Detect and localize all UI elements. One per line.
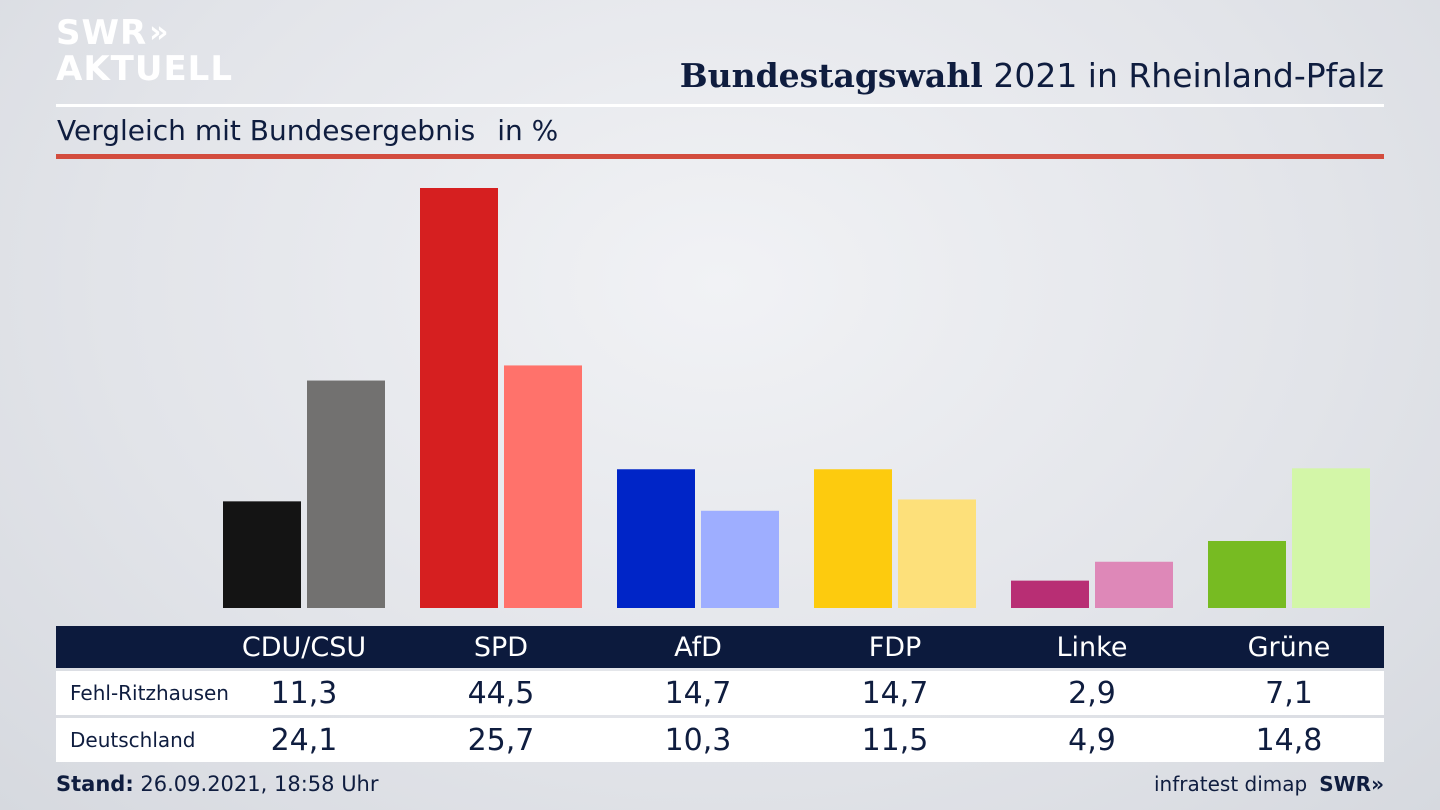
- logo-arrows-icon: »: [149, 15, 169, 50]
- stand-label: Stand:: [56, 772, 134, 796]
- results-table: CDU/CSU SPD AfD FDP Linke Grüne Fehl-Ritzhaus…: [56, 626, 1384, 762]
- page-title: Bundestagswahl 2021 in Rheinland-Pfalz: [680, 56, 1384, 95]
- bar-grüne-local: [1208, 540, 1286, 608]
- table-row: Deutschland 24,1 25,7 10,3 11,5 4,9 14,8: [56, 718, 1384, 762]
- value-cell: 7,1: [1265, 675, 1313, 711]
- swr-aktuell-logo: SWR» AKTUELL: [56, 16, 233, 86]
- source-text: infratest dimap: [1154, 772, 1308, 796]
- bar-linke-national: [1095, 561, 1173, 608]
- value-cell: 11,5: [861, 722, 929, 758]
- bar-chart: [223, 188, 1370, 608]
- value-cell: 2,9: [1068, 675, 1116, 711]
- bar-grüne-national: [1292, 468, 1370, 608]
- table-row: Fehl-Ritzhausen 11,3 44,5 14,7 14,7 2,9 7,1: [56, 671, 1384, 715]
- value-cell: 4,9: [1068, 722, 1116, 758]
- value-cell: 44,5: [467, 675, 535, 711]
- subtitle-unit: in %: [497, 114, 559, 147]
- party-label: AfD: [674, 631, 722, 663]
- bar-spd-national: [504, 365, 582, 608]
- value-cell: 14,7: [861, 675, 929, 711]
- value-cell: 14,8: [1255, 722, 1323, 758]
- table-header-row: CDU/CSU SPD AfD FDP Linke Grüne: [56, 626, 1384, 668]
- party-label: Linke: [1056, 631, 1128, 663]
- party-label: Grüne: [1247, 631, 1331, 663]
- party-label: FDP: [868, 631, 922, 663]
- bar-afd-local: [617, 469, 695, 608]
- swr-logo-small: SWR»: [1319, 772, 1384, 796]
- subtitle-divider: [56, 154, 1384, 159]
- party-label: CDU/CSU: [241, 631, 367, 663]
- chart-subtitle: Vergleich mit Bundesergebnis in %: [57, 114, 558, 147]
- bar-cdu-csu-local: [223, 501, 301, 608]
- row-label: Fehl-Ritzhausen: [70, 681, 229, 705]
- party-label: SPD: [473, 631, 529, 663]
- bar-afd-national: [701, 510, 779, 608]
- value-cell: 25,7: [467, 722, 535, 758]
- logo-line1: SWR: [56, 13, 148, 53]
- timestamp: Stand: 26.09.2021, 18:58 Uhr: [56, 772, 379, 796]
- row-label: Deutschland: [70, 728, 196, 752]
- title-bold: Bundestagswahl: [679, 56, 983, 95]
- value-cell: 14,7: [664, 675, 732, 711]
- value-cell: 10,3: [664, 722, 732, 758]
- title-divider: [56, 104, 1384, 107]
- stand-value: 26.09.2021, 18:58 Uhr: [140, 772, 379, 796]
- bar-linke-local: [1011, 580, 1089, 608]
- value-cell: 11,3: [270, 675, 338, 711]
- logo-line2: AKTUELL: [56, 49, 234, 89]
- title-rest: 2021 in Rheinland-Pfalz: [993, 56, 1384, 95]
- subtitle-text: Vergleich mit Bundesergebnis: [57, 114, 476, 147]
- value-cell: 24,1: [270, 722, 338, 758]
- bar-fdp-national: [898, 499, 976, 608]
- bar-cdu-csu-national: [307, 380, 385, 608]
- bar-spd-local: [420, 188, 498, 608]
- bar-fdp-local: [814, 469, 892, 608]
- source-credit: infratest dimap SWR»: [1154, 772, 1384, 796]
